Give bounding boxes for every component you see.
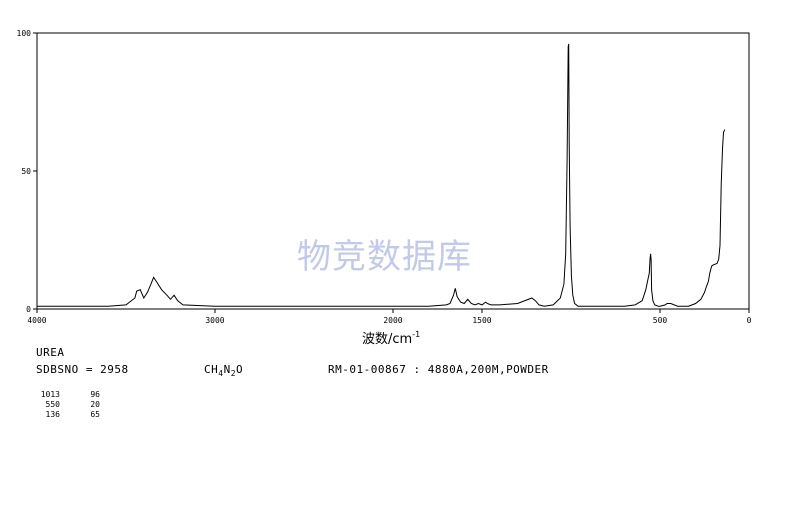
formula-h-count: 4 [218,369,224,379]
formula-ch: CH [204,363,219,376]
formula-o: O [236,363,244,376]
y-tick-label: 0 [26,305,31,314]
y-tick-label: 100 [17,29,32,38]
compound-name: UREA [36,346,65,359]
formula-n: N [223,363,231,376]
molecular-formula: CH4N2O [204,363,243,378]
peak-wavenumber: 1013 [40,390,60,399]
x-tick-label: 1500 [472,316,491,325]
x-tick-label: 0 [747,316,752,325]
peak-row: 1013 96 [36,390,100,400]
x-tick-label: 2000 [383,316,402,325]
y-axis-ticks: 0 50 100 [17,29,37,314]
measurement-method: RM-01-00867 : 4880A,200M,POWDER [328,363,549,376]
x-axis-label-text: 波数/cm [362,332,412,347]
peak-row: 136 65 [36,410,100,420]
peak-intensity: 96 [90,390,100,399]
x-axis-label-superscript: -1 [412,330,420,339]
x-axis-label: 波数/cm-1 [362,330,420,347]
peak-intensity: 65 [90,410,100,419]
spectrum-chart: 4000 3000 2000 1500 500 0 0 50 100 物竞数据库 波数/cm-… [17,29,752,347]
peak-row: 550 20 [36,400,100,410]
watermark: 物竞数据库 [297,237,472,277]
peak-wavenumber: 136 [45,410,60,419]
peak-intensity: 20 [90,400,100,409]
sdbs-number: SDBSNO = 2958 [36,363,129,376]
formula-n-count: 2 [230,369,237,379]
peak-wavenumber: 550 [45,400,60,409]
x-tick-label: 3000 [205,316,224,325]
x-tick-label: 500 [653,316,668,325]
x-tick-label: 4000 [27,316,46,325]
peak-table: 1013 96 550 20 136 65 [36,390,100,420]
x-axis-ticks: 4000 3000 2000 1500 500 0 [27,309,752,325]
spectrum-line [37,43,726,307]
y-tick-label: 50 [21,167,31,176]
